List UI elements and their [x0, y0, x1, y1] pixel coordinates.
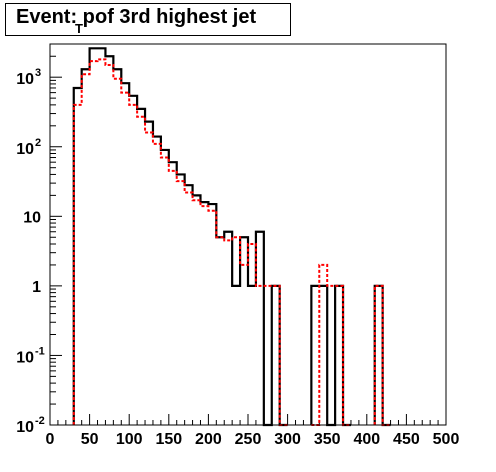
plot-frame [49, 43, 447, 426]
chart-title-rest: of 3rd highest jet [95, 6, 257, 28]
x-tick-label: 500 [433, 431, 460, 448]
y-tick-label: 10 [16, 349, 34, 366]
y-tick-label: 10 [16, 141, 34, 158]
y-tick-exponent: 2 [35, 137, 41, 149]
series-layer [72, 47, 391, 427]
y-tick-exponent: 3 [35, 67, 41, 79]
y-tick-label: 10 [16, 419, 34, 436]
x-tick-label: 400 [353, 431, 380, 448]
y-tick-label: 10 [23, 209, 41, 226]
y-tick-label: 1 [32, 279, 41, 296]
x-tick-label: 450 [393, 431, 420, 448]
y-tick-label: 10 [16, 71, 34, 88]
x-tick-label: 250 [235, 431, 262, 448]
x-tick-label: 350 [314, 431, 341, 448]
frame-layer [49, 43, 447, 426]
chart-title-box: Event: p T of 3rd highest jet [5, 3, 291, 36]
x-tick-label: 200 [195, 431, 222, 448]
x-tick-label: 300 [274, 431, 301, 448]
y-tick-exponent: -2 [35, 415, 45, 427]
series-red-dashed [72, 58, 391, 426]
chart-title-subscript: T [75, 21, 83, 36]
chart-title-main: Event: p [16, 6, 95, 28]
x-tick-label: 150 [155, 431, 182, 448]
x-tick-label: 100 [116, 431, 143, 448]
x-tick-label: 50 [81, 431, 99, 448]
y-tick-exponent: -1 [35, 345, 45, 357]
x-tick-label: 0 [46, 431, 55, 448]
